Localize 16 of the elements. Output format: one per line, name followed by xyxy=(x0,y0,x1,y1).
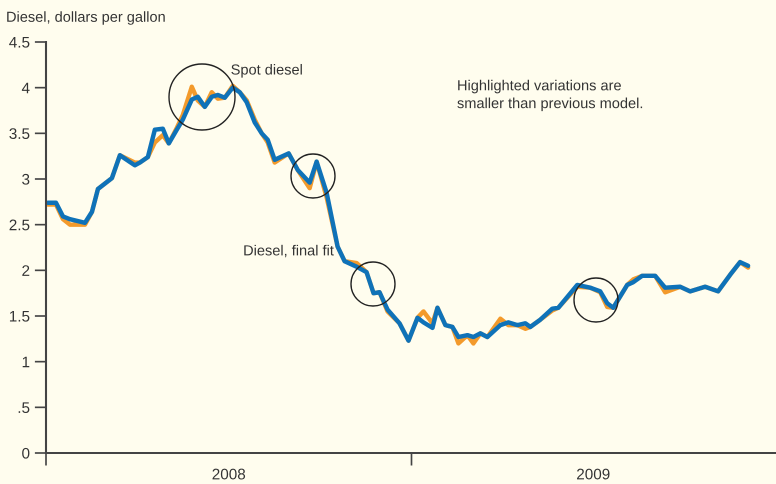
y-tick-label: 4.5 xyxy=(9,37,30,48)
series-label: Spot diesel xyxy=(231,64,302,78)
y-tick-label: 3 xyxy=(22,174,30,185)
y-tick-label: 4 xyxy=(22,82,30,94)
series-label: Diesel, final fit xyxy=(244,244,334,258)
x-tick-label: 2008 xyxy=(212,468,246,480)
y-tick-label: .5 xyxy=(18,402,30,414)
y-axis-title: Diesel, dollars per gallon xyxy=(7,11,165,25)
y-tick-label: 2.5 xyxy=(10,220,30,230)
y-tick-label: 0 xyxy=(22,448,30,459)
y-tick-label: 2 xyxy=(22,265,30,276)
annotation: Highlighted variations are smaller than previous model. xyxy=(457,80,642,112)
x-tick-label: 2009 xyxy=(577,468,610,480)
y-tick-label: 3.5 xyxy=(9,128,30,140)
y-tick-label: 1 xyxy=(22,356,30,368)
y-tick-label: 1.5 xyxy=(10,311,30,322)
